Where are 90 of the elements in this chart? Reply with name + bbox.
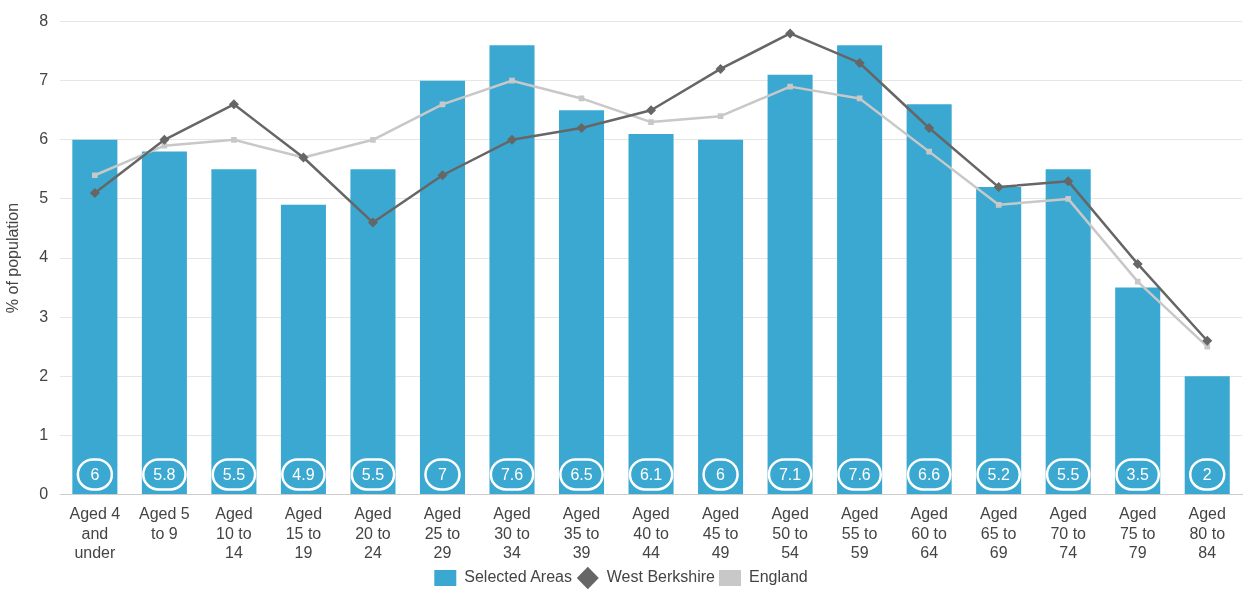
data-label: 7.6 [500,465,524,483]
x-tick-label: Aged 70 to 74 [1049,505,1087,561]
point [854,57,865,68]
point [509,77,515,84]
y-tick-label: 2 [39,366,49,384]
data-label: 5.2 [987,465,1010,483]
bar [350,169,396,494]
point [648,119,654,125]
data-label: 5.8 [153,465,176,483]
data-label: 7 [438,465,448,483]
point [92,172,98,179]
point [1134,278,1141,285]
y-tick-label: 4 [39,248,49,266]
bar [628,133,674,494]
x-tick-label: Aged 65 to 69 [979,505,1018,561]
data-label: 6.1 [639,465,663,483]
bar [1045,169,1091,494]
bar [837,45,883,494]
point [231,136,237,143]
bar [280,204,326,494]
y-tick-label: 0 [39,484,49,502]
point [1202,335,1213,346]
x-tick-label: Aged 35 to 39 [562,505,601,561]
data-label: 5.5 [1057,465,1080,483]
legend-label: Selected Areas [464,568,572,586]
bar [211,169,257,494]
x-tick-label: Aged 40 to 44 [632,505,670,561]
bar [419,80,465,494]
legend-label: England [748,568,808,586]
y-tick-label: 7 [39,71,49,89]
data-label: 3.5 [1126,465,1149,483]
point [159,134,170,145]
data-label: 6 [716,465,726,483]
x-tick-label: Aged 45 to 49 [701,505,740,561]
legend-label: West Berkshire [606,568,716,586]
bar [141,151,187,494]
x-tick-label: Aged 50 to 54 [771,505,809,561]
data-label: 6.6 [918,465,941,483]
point [715,63,726,74]
data-label: 6 [90,465,100,483]
point [926,148,932,155]
point [89,187,100,198]
point [1063,176,1074,187]
point [370,136,376,143]
point [1132,258,1143,269]
bar [559,110,605,494]
x-tick-label: Aged 75 to 79 [1119,505,1157,561]
x-tick-label: Aged 5 to 9 [139,505,190,542]
point [1065,196,1072,202]
x-tick-label: Aged 55 to 59 [840,505,879,561]
x-tick-label: Aged 15 to 19 [284,505,323,561]
x-tick-label: Aged 10 to 14 [215,505,253,561]
point [576,122,587,133]
y-tick-label: 5 [39,189,49,207]
y-axis-title: % of population [4,202,22,314]
bar [906,104,952,494]
x-tick-label: Aged 30 to 34 [493,505,531,561]
bar [1115,287,1161,494]
x-tick-label: Aged 4 and under [69,505,121,561]
bar [72,139,118,494]
y-tick-label: 6 [39,130,49,148]
point [507,134,517,145]
data-label: 5.5 [222,465,246,483]
bar [698,139,744,494]
data-label: 4.9 [292,465,315,483]
y-tick-label: 3 [39,307,49,325]
point [717,113,724,119]
point [646,105,657,116]
bar [767,74,813,494]
point [924,122,935,133]
y-tick-label: 8 [39,12,49,30]
point [437,170,448,181]
point [228,99,239,110]
x-tick-label: Aged 80 to 84 [1188,505,1226,561]
point [787,83,793,90]
point [995,201,1002,208]
point [993,182,1004,193]
x-tick-label: Aged 25 to 29 [423,505,462,561]
data-label: 7.6 [848,465,871,483]
x-tick-label: Aged 60 to 64 [910,505,948,561]
bar [489,45,535,494]
point [785,28,796,39]
x-tick-label: Aged 20 to 24 [354,505,392,561]
bar [976,187,1022,494]
data-label: 2 [1202,465,1212,483]
data-label: 7.1 [778,465,802,483]
point [367,217,378,228]
y-tick-label: 1 [39,425,49,443]
data-label: 6.5 [570,465,593,483]
data-label: 5.5 [361,465,385,483]
